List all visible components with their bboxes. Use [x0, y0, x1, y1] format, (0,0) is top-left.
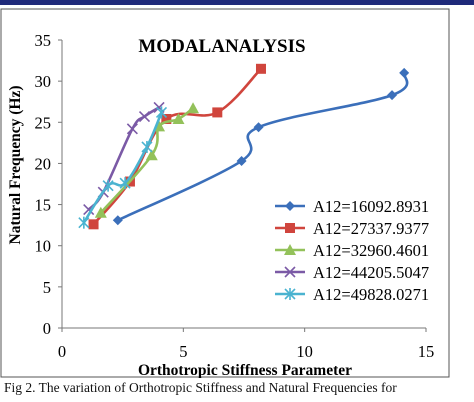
legend-label: A12=44205.5047 — [313, 263, 429, 282]
data-point — [78, 216, 90, 229]
y-tick-label: 30 — [35, 72, 52, 91]
data-point — [172, 112, 185, 124]
data-point — [399, 67, 410, 78]
data-point — [126, 123, 138, 135]
data-point — [284, 266, 296, 278]
x-tick-label: 0 — [58, 342, 66, 361]
data-point-stroke — [284, 266, 296, 278]
data-point — [141, 140, 153, 153]
data-point — [102, 179, 114, 192]
data-point — [145, 149, 158, 161]
data-point — [285, 223, 295, 233]
data-point — [94, 206, 107, 218]
y-tick-label: 25 — [35, 113, 52, 132]
data-point — [236, 155, 247, 166]
legend-item-1: A12=16092.8931 — [275, 197, 429, 216]
axes: 0 5 10 15 20 25 30 35 0 5 10 15 — [35, 31, 435, 361]
x-tick-label: 5 — [179, 342, 187, 361]
y-tick-label: 10 — [35, 237, 52, 256]
y-tick-label: 35 — [35, 31, 52, 50]
series-2 — [88, 63, 266, 230]
data-point-stroke — [83, 203, 95, 216]
data-point — [161, 113, 172, 124]
legend-item-5: A12=49828.0271 — [275, 285, 429, 304]
figure-caption: Fig 2. The variation of Orthotropic Stif… — [4, 380, 397, 395]
legend-item-3: A12=32960.4601 — [275, 241, 429, 260]
data-point — [83, 203, 95, 216]
data-point-stroke — [138, 110, 151, 123]
chart-title: MODALANALYSIS — [138, 36, 305, 57]
x-axis-label: Orthotropic Stiffness Parameter — [138, 362, 352, 378]
data-point — [253, 122, 264, 133]
y-tick-label: 5 — [43, 278, 51, 297]
legend-label: A12=49828.0271 — [313, 285, 429, 304]
chart-border — [0, 8, 450, 378]
y-tick-label: 20 — [35, 154, 52, 173]
data-point — [284, 288, 296, 300]
series-line — [92, 67, 262, 226]
data-point — [284, 244, 296, 255]
legend-item-2: A12=27337.9377 — [275, 219, 429, 238]
x-tick-label: 10 — [296, 342, 313, 361]
top-rule — [0, 0, 474, 5]
data-point — [187, 102, 200, 114]
y-axis-label: Natural Frequency (Hz) — [7, 86, 24, 245]
data-point — [88, 219, 99, 230]
y-tick-label: 0 — [43, 319, 51, 338]
legend-item-4: A12=44205.5047 — [275, 263, 429, 282]
legend-label: A12=27337.9377 — [313, 219, 429, 238]
data-point-stroke — [126, 123, 138, 135]
legend-label: A12=32960.4601 — [313, 241, 429, 260]
legend: A12=16092.8931 A12=27337.9377 A12=32960.46… — [275, 197, 429, 304]
legend-label: A12=16092.8931 — [313, 197, 429, 216]
series-3 — [94, 102, 200, 218]
data-point — [138, 110, 151, 123]
series-5 — [78, 106, 168, 229]
data-point — [255, 63, 266, 74]
data-point — [285, 201, 295, 211]
x-tick-label: 15 — [418, 342, 435, 361]
chart: 0 5 10 15 20 25 30 35 0 5 10 15 MODALANALYSIS Ortho… — [0, 8, 450, 378]
data-point — [155, 106, 168, 119]
data-point — [212, 107, 223, 118]
series-layer — [78, 63, 410, 230]
series-1 — [112, 67, 410, 226]
data-point — [112, 215, 123, 226]
data-point — [119, 177, 131, 190]
data-point — [387, 90, 398, 101]
y-tick-label: 15 — [35, 196, 52, 215]
data-point-stroke — [153, 101, 165, 114]
